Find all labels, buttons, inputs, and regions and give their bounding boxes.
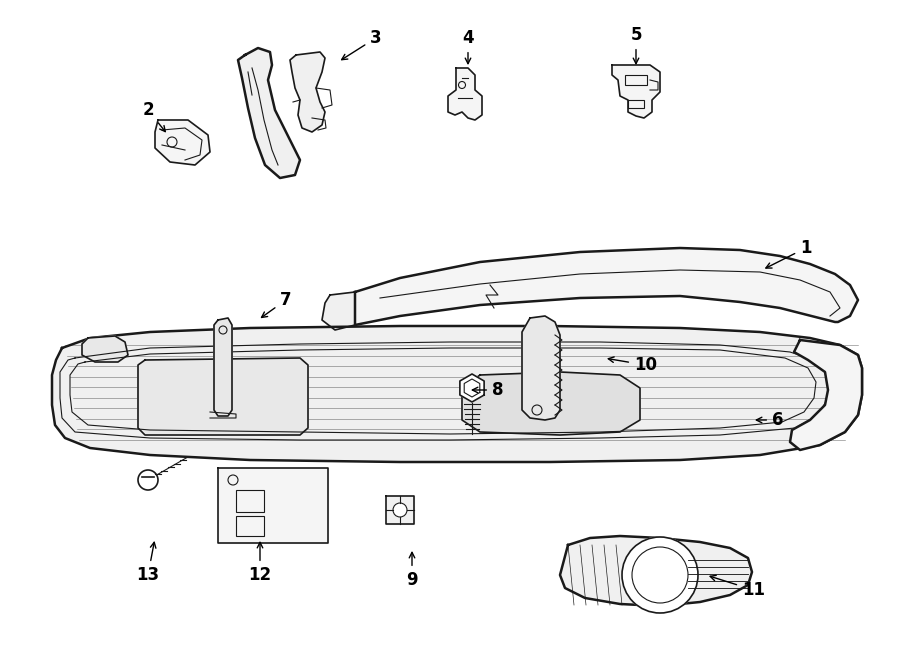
Bar — [628, 100, 644, 108]
Text: 3: 3 — [342, 29, 382, 59]
Polygon shape — [322, 292, 355, 330]
Bar — [236, 490, 264, 512]
Circle shape — [393, 503, 407, 517]
Polygon shape — [448, 68, 482, 120]
Polygon shape — [560, 536, 752, 606]
Polygon shape — [218, 468, 328, 543]
Polygon shape — [52, 326, 862, 462]
Polygon shape — [386, 496, 414, 524]
Text: 1: 1 — [766, 239, 812, 268]
Text: 13: 13 — [137, 542, 159, 584]
Circle shape — [622, 537, 698, 613]
Circle shape — [138, 470, 158, 490]
Text: 9: 9 — [406, 553, 418, 589]
Polygon shape — [238, 48, 300, 178]
Text: 4: 4 — [463, 29, 473, 63]
Text: 2: 2 — [142, 101, 166, 132]
Polygon shape — [355, 248, 858, 325]
Text: 11: 11 — [710, 575, 765, 599]
Polygon shape — [612, 65, 660, 118]
Polygon shape — [460, 374, 484, 402]
Polygon shape — [82, 336, 128, 362]
Text: 10: 10 — [608, 356, 657, 374]
Polygon shape — [214, 318, 232, 416]
Bar — [236, 516, 264, 536]
Text: 6: 6 — [756, 411, 784, 429]
Polygon shape — [290, 52, 325, 132]
Polygon shape — [790, 340, 862, 450]
Polygon shape — [155, 120, 210, 165]
Text: 5: 5 — [630, 26, 642, 63]
Polygon shape — [138, 358, 308, 435]
Polygon shape — [522, 316, 560, 420]
Polygon shape — [462, 372, 640, 435]
Bar — [625, 75, 647, 85]
Text: 8: 8 — [472, 381, 503, 399]
Text: 12: 12 — [248, 542, 272, 584]
Text: 7: 7 — [262, 291, 292, 317]
